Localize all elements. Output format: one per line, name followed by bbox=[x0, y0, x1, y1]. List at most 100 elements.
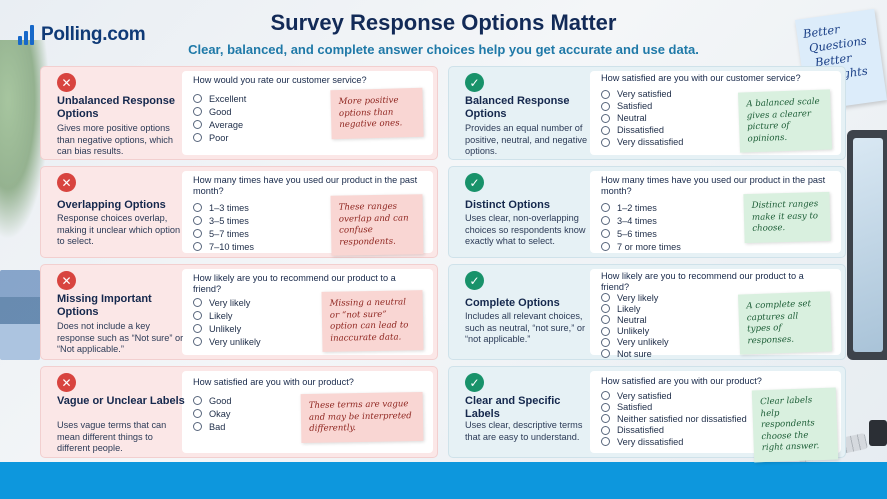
option-item[interactable]: 5–7 times bbox=[193, 227, 254, 240]
radio-icon[interactable] bbox=[601, 229, 610, 238]
radio-icon[interactable] bbox=[193, 229, 202, 238]
option-item[interactable]: Okay bbox=[193, 407, 231, 420]
radio-icon[interactable] bbox=[193, 120, 202, 129]
option-list: Excellent Good Average Poor bbox=[193, 92, 246, 144]
card-unbalanced: ✕ Unbalanced Response Options Gives more… bbox=[40, 66, 438, 160]
option-item[interactable]: Neutral bbox=[601, 314, 669, 325]
radio-icon[interactable] bbox=[193, 203, 202, 212]
option-item[interactable]: Very unlikely bbox=[193, 335, 261, 348]
radio-icon[interactable] bbox=[193, 242, 202, 251]
card-vague: ✕ Vague or Unclear Labels Uses vague ter… bbox=[40, 366, 438, 458]
radio-icon[interactable] bbox=[601, 391, 610, 401]
option-item[interactable]: Unlikely bbox=[601, 326, 669, 337]
option-label: Satisfied bbox=[617, 402, 653, 413]
option-item[interactable]: Poor bbox=[193, 131, 246, 144]
radio-icon[interactable] bbox=[601, 402, 610, 412]
radio-icon[interactable] bbox=[193, 298, 202, 307]
option-item[interactable]: Neutral bbox=[601, 112, 683, 124]
card-description: Uses vague terms that can mean different… bbox=[57, 420, 167, 453]
option-item[interactable]: Likely bbox=[193, 309, 261, 322]
radio-icon[interactable] bbox=[601, 425, 610, 435]
radio-icon[interactable] bbox=[601, 304, 610, 314]
option-item[interactable]: Good bbox=[193, 394, 231, 407]
radio-icon[interactable] bbox=[193, 216, 202, 225]
radio-icon[interactable] bbox=[193, 133, 202, 142]
option-item[interactable]: Neither satisfied nor dissatisfied bbox=[601, 413, 747, 425]
option-label: 7 or more times bbox=[617, 241, 681, 252]
mug-decoration bbox=[869, 420, 887, 446]
option-label: 3–4 times bbox=[617, 215, 657, 226]
option-item[interactable]: 1–3 times bbox=[193, 201, 254, 214]
option-label: 3–5 times bbox=[209, 215, 249, 226]
option-item[interactable]: Very dissatisfied bbox=[601, 136, 683, 148]
option-item[interactable]: Dissatisfied bbox=[601, 425, 747, 437]
radio-icon[interactable] bbox=[601, 89, 610, 99]
card-title: Complete Options bbox=[465, 297, 560, 309]
option-item[interactable]: Not sure bbox=[601, 348, 669, 359]
radio-icon[interactable] bbox=[193, 311, 202, 320]
sticky-note: More positive options than negative ones… bbox=[330, 87, 424, 139]
radio-icon[interactable] bbox=[601, 242, 610, 251]
card-complete: ✓ Complete Options Includes all relevant… bbox=[448, 264, 846, 360]
radio-icon[interactable] bbox=[601, 293, 610, 303]
radio-icon[interactable] bbox=[193, 396, 202, 405]
option-item[interactable]: Good bbox=[193, 105, 246, 118]
option-item[interactable]: 7–10 times bbox=[193, 240, 254, 253]
bottom-bar bbox=[0, 462, 887, 499]
option-item[interactable]: Very satisfied bbox=[601, 88, 683, 100]
radio-icon[interactable] bbox=[193, 422, 202, 431]
option-item[interactable]: Dissatisfied bbox=[601, 124, 683, 136]
radio-icon[interactable] bbox=[601, 113, 610, 123]
radio-icon[interactable] bbox=[193, 337, 202, 346]
radio-icon[interactable] bbox=[601, 101, 610, 111]
option-item[interactable]: Likely bbox=[601, 303, 669, 314]
option-item[interactable]: Very unlikely bbox=[601, 337, 669, 348]
radio-icon[interactable] bbox=[601, 315, 610, 325]
card-title: Unbalanced Response Options bbox=[57, 95, 175, 120]
x-icon: ✕ bbox=[57, 73, 76, 92]
option-item[interactable]: Very dissatisfied bbox=[601, 436, 747, 448]
option-label: Very likely bbox=[209, 297, 251, 308]
option-item[interactable]: 7 or more times bbox=[601, 240, 681, 253]
radio-icon[interactable] bbox=[601, 216, 610, 225]
radio-icon[interactable] bbox=[193, 409, 202, 418]
option-item[interactable]: Very satisfied bbox=[601, 390, 747, 402]
card-description: Includes all relevant choices, such as n… bbox=[465, 311, 586, 344]
option-item[interactable]: Average bbox=[193, 118, 246, 131]
option-item[interactable]: Satisfied bbox=[601, 402, 747, 414]
option-item[interactable]: Very likely bbox=[601, 292, 669, 303]
radio-icon[interactable] bbox=[193, 94, 202, 103]
card-missing: ✕ Missing Important Options Does not inc… bbox=[40, 264, 438, 360]
option-item[interactable]: 1–2 times bbox=[601, 201, 681, 214]
radio-icon[interactable] bbox=[193, 107, 202, 116]
radio-icon[interactable] bbox=[601, 414, 610, 424]
option-item[interactable]: Excellent bbox=[193, 92, 246, 105]
card-overlapping: ✕ Overlapping Options Response choices o… bbox=[40, 166, 438, 258]
radio-icon[interactable] bbox=[601, 203, 610, 212]
logo-text: Polling.com bbox=[41, 24, 146, 45]
option-item[interactable]: 3–5 times bbox=[193, 214, 254, 227]
monitor-screen-decoration bbox=[853, 138, 883, 352]
radio-icon[interactable] bbox=[601, 137, 610, 147]
option-label: Very unlikely bbox=[617, 337, 669, 348]
survey-question: How would you rate our customer service? bbox=[193, 75, 367, 85]
radio-icon[interactable] bbox=[601, 337, 610, 347]
option-item[interactable]: 3–4 times bbox=[601, 214, 681, 227]
option-label: Bad bbox=[209, 421, 226, 432]
option-list: Very satisfied Satisfied Neither satisfi… bbox=[601, 390, 747, 448]
survey-question: How many times have you used our product… bbox=[601, 175, 826, 196]
option-item[interactable]: Very likely bbox=[193, 296, 261, 309]
radio-icon[interactable] bbox=[601, 437, 610, 447]
option-item[interactable]: 5–6 times bbox=[601, 227, 681, 240]
option-label: Satisfied bbox=[617, 101, 653, 111]
card-description: Uses clear, non-overlapping choices so r… bbox=[465, 213, 586, 246]
radio-icon[interactable] bbox=[601, 125, 610, 135]
option-item[interactable]: Bad bbox=[193, 420, 231, 433]
option-item[interactable]: Unlikely bbox=[193, 322, 261, 335]
radio-icon[interactable] bbox=[601, 349, 610, 359]
radio-icon[interactable] bbox=[193, 324, 202, 333]
card-title: Overlapping Options bbox=[57, 199, 166, 211]
option-label: Not sure bbox=[617, 348, 652, 359]
radio-icon[interactable] bbox=[601, 326, 610, 336]
option-item[interactable]: Satisfied bbox=[601, 100, 683, 112]
